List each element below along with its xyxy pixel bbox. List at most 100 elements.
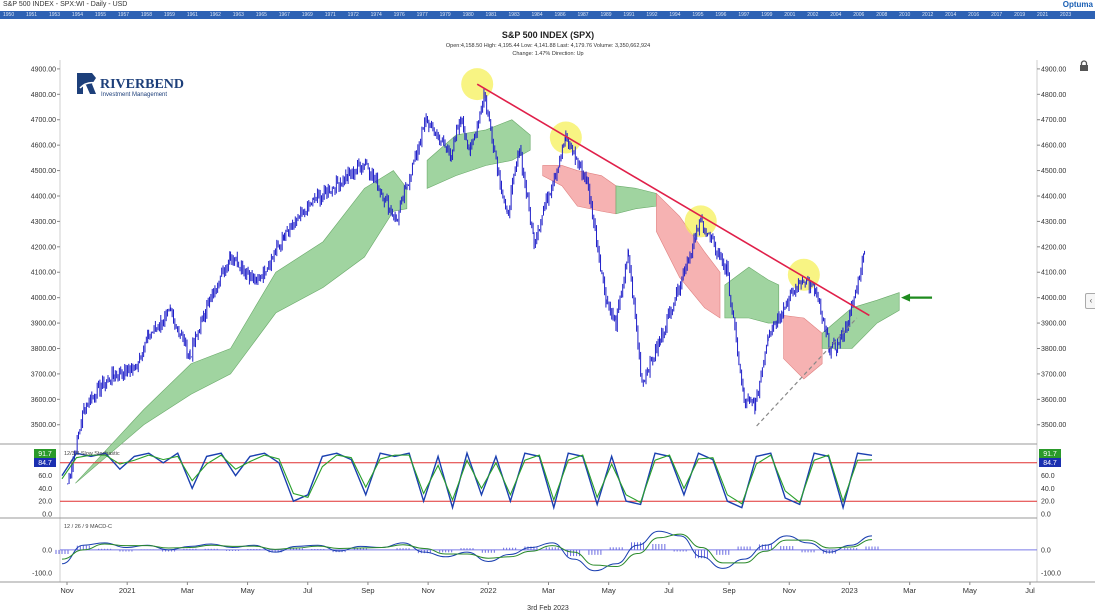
stoch-badge-right-text: 84.7 <box>1043 460 1057 467</box>
timeline-year: 1999 <box>761 12 773 18</box>
resistance-trendline <box>476 83 870 317</box>
y-tick-label-right: 4100.00 <box>1041 270 1066 277</box>
trend-lines <box>476 83 933 427</box>
x-tick-label: 2023 <box>841 586 858 595</box>
timeline-year: 1969 <box>301 12 313 18</box>
y-tick-label-left: 4200.00 <box>31 244 56 251</box>
timeline-year: 1994 <box>669 12 681 18</box>
timeline-year: 2006 <box>853 12 865 18</box>
stoch-badge-right <box>1039 449 1061 458</box>
timeline-year: 1965 <box>255 12 267 18</box>
timeline-year: 1980 <box>462 12 474 18</box>
macd-tick-right: -100.0 <box>1041 571 1061 578</box>
timeline-year: 1955 <box>94 12 107 18</box>
y-tick-label-left: 3600.00 <box>31 397 56 404</box>
stoch-title: 12/3/3 Slow Stochastic <box>64 451 120 457</box>
y-tick-label-right: 4800.00 <box>1041 92 1066 99</box>
macd-tick-left: -100.0 <box>32 571 52 578</box>
timeline-year: 1991 <box>623 12 635 18</box>
timeline-year: 2021 <box>1037 12 1049 18</box>
y-tick-label-left: 4600.00 <box>31 143 56 150</box>
ichimoku-cloud <box>75 119 900 484</box>
stoch-badge-right-text: 91.7 <box>1043 451 1057 458</box>
y-tick-label-left: 4000.00 <box>31 295 56 302</box>
cloud-segment <box>615 185 657 215</box>
window-title: S&P 500 INDEX - SPX:WI - Daily - USD <box>3 1 128 8</box>
y-tick-label-right: 4700.00 <box>1041 117 1066 124</box>
macd-tick-left: 0.0 <box>42 547 52 554</box>
stoch-tick-right: 40.0 <box>1041 486 1055 493</box>
riverbend-tagline: Investment Management <box>101 92 167 98</box>
y-tick-label-right: 3700.00 <box>1041 371 1066 378</box>
timeline-year: 1951 <box>25 12 38 18</box>
x-tick-label: Nov <box>60 586 74 595</box>
macd-tick-right: 0.0 <box>1041 547 1051 554</box>
y-tick-label-right: 4900.00 <box>1041 66 1066 73</box>
timeline-year: 1983 <box>508 12 520 18</box>
macd-line <box>61 530 873 572</box>
timeline-year: 1961 <box>186 12 198 18</box>
timeline-year: 1996 <box>715 12 727 18</box>
support-trendline <box>756 317 858 427</box>
y-tick-label-left: 4100.00 <box>31 270 56 277</box>
signal-line <box>61 533 873 568</box>
timeline-year: 1959 <box>163 12 175 18</box>
macd-pane: 12 / 26 / 9 MACD-C 0.0 0.0 -100.0 -100.0 <box>32 524 1061 578</box>
x-tick-label: May <box>240 586 254 595</box>
stoch-tick-left: 20.0 <box>38 499 52 506</box>
y-tick-label-left: 3800.00 <box>31 346 56 353</box>
timeline-year: 1992 <box>646 12 658 18</box>
x-tick-label: Mar <box>181 586 194 595</box>
timeline-year: 1974 <box>370 12 382 18</box>
lock-icon[interactable] <box>1078 60 1090 72</box>
x-tick-label: 2022 <box>480 586 497 595</box>
y-tick-label-right: 4300.00 <box>1041 219 1066 226</box>
timeline-year: 1986 <box>554 12 566 18</box>
timeline-year: 1957 <box>117 12 130 18</box>
stoch-k-line <box>61 450 873 511</box>
price-y-axis: 4900.00 4900.00 4800.00 4800.00 4700.00 4700.… <box>31 66 1067 429</box>
x-tick-label: 2021 <box>119 586 136 595</box>
cloud-segment <box>724 266 780 324</box>
timeline-year: 2001 <box>784 12 796 18</box>
cloud-segment <box>75 170 408 484</box>
y-tick-label-left: 4800.00 <box>31 92 56 99</box>
arrow-head-icon <box>901 293 911 302</box>
timeline-year: 1976 <box>393 12 405 18</box>
macd-title: 12 / 26 / 9 MACD-C <box>64 524 112 530</box>
timeline-scroll-bar[interactable]: 1950 1951 1953 1954 1955 1957 1958 1959 1961 1962… <box>0 11 1095 19</box>
window-title-bar: S&P 500 INDEX - SPX:WI - Daily - USD Opt… <box>0 0 1095 11</box>
ohlc-readout: Open:4,158.50 High: 4,195.44 Low: 4,141.… <box>446 43 650 49</box>
y-tick-label-left: 4500.00 <box>31 168 56 175</box>
timeline-year: 2004 <box>830 12 842 18</box>
timeline-year: 2017 <box>991 12 1003 18</box>
peak-highlights <box>461 68 820 291</box>
y-tick-label-right: 3500.00 <box>1041 422 1066 429</box>
timeline-year: 1967 <box>278 12 290 18</box>
y-tick-label-right: 3800.00 <box>1041 346 1066 353</box>
stoch-tick-right: 60.0 <box>1041 473 1055 480</box>
stoch-badge-right <box>1039 458 1061 467</box>
timeline-year: 2008 <box>876 12 888 18</box>
timeline-year: 1953 <box>48 12 61 18</box>
y-tick-label-right: 3900.00 <box>1041 321 1066 328</box>
stoch-badge-left-text: 84.7 <box>38 460 52 467</box>
x-tick-label: Sep <box>361 586 374 595</box>
y-tick-label-left: 4900.00 <box>31 66 56 73</box>
timeline-year: 1972 <box>347 12 359 18</box>
timeline-year: 2012 <box>922 12 934 18</box>
stoch-tick-left: 0.0 <box>42 512 52 519</box>
optuma-logo: Optuma <box>1062 0 1093 9</box>
y-tick-label-right: 4500.00 <box>1041 168 1066 175</box>
y-tick-label-right: 4600.00 <box>1041 143 1066 150</box>
x-tick-label: May <box>602 586 616 595</box>
timeline-year: 1971 <box>324 12 336 18</box>
x-tick-label: Jul <box>1025 586 1035 595</box>
expand-panel-button[interactable]: ‹ <box>1085 293 1095 309</box>
stoch-badge-left <box>34 449 56 458</box>
stoch-badge-left-text: 91.7 <box>38 451 52 458</box>
y-tick-label-left: 4300.00 <box>31 219 56 226</box>
y-tick-label-left: 3500.00 <box>31 422 56 429</box>
x-tick-label: Jul <box>303 586 313 595</box>
